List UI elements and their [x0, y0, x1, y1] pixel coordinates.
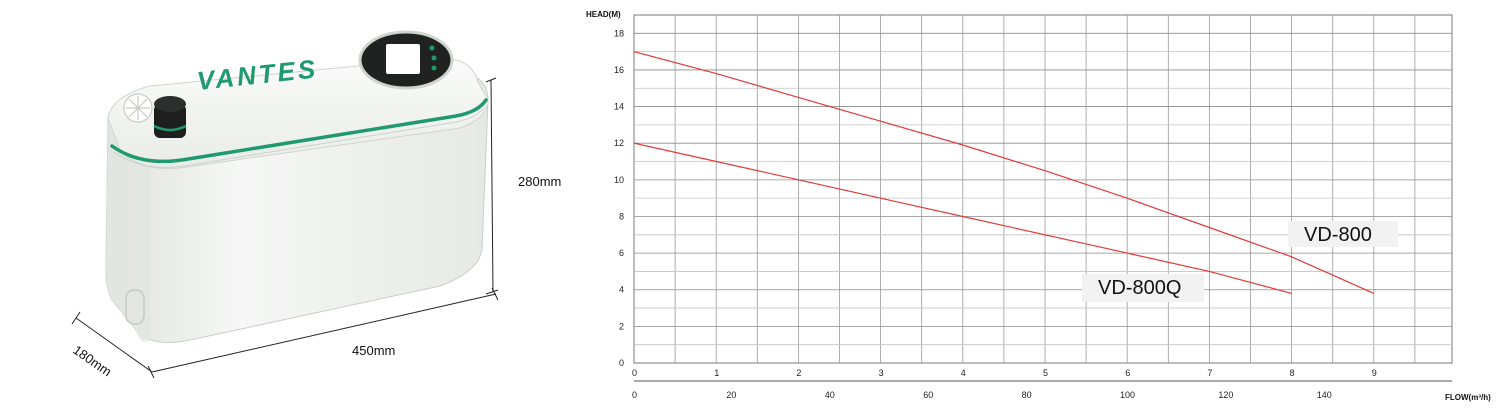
- series-label-bg-vd800q: [1082, 274, 1204, 302]
- width-label: 450mm: [352, 343, 395, 358]
- x-tick-label-top: 1: [714, 368, 719, 378]
- y-tick-label: 8: [619, 211, 624, 221]
- plot-frame: [633, 14, 1453, 364]
- inlet-port-icon: [153, 96, 187, 138]
- x-tick-label-top: 7: [1207, 368, 1212, 378]
- series-line: [633, 51, 1375, 294]
- product-illustration: VANTES 280mm 450mm 180mm: [70, 30, 561, 379]
- depth-dimension: [71, 311, 153, 373]
- series-line: [633, 142, 1292, 294]
- x-tick-label-top: 5: [1043, 368, 1048, 378]
- x-tick-label-bottom: 0: [632, 390, 637, 400]
- accent-band: [110, 98, 488, 164]
- x-tick-label-top: 4: [961, 368, 966, 378]
- x-axis-ticks-bottom: 0 20 40 60 80 100 120 140: [632, 390, 1332, 400]
- x-tick-label-top: 6: [1125, 368, 1130, 378]
- y-axis-label: HEAD(M): [586, 10, 621, 19]
- x-tick-label-top: 3: [879, 368, 884, 378]
- x-tick-label-bottom: 60: [923, 390, 933, 400]
- drain-cover: [125, 289, 145, 325]
- depth-label: 180mm: [70, 342, 114, 379]
- width-dimension: [147, 287, 499, 379]
- y-tick-label: 14: [614, 102, 624, 112]
- y-axis-ticks: 0 2 4 6 8 10 12 14 16 18: [614, 28, 624, 368]
- y-tick-label: 0: [619, 358, 624, 368]
- y-tick-label: 16: [614, 65, 624, 75]
- y-tick-label: 4: [619, 285, 624, 295]
- x-axis-label: FLOW(m³/h): [1445, 393, 1491, 402]
- x-tick-label-top: 9: [1372, 368, 1377, 378]
- height-label: 280mm: [518, 174, 561, 189]
- series-label-vd800q: VD-800Q: [1098, 277, 1181, 299]
- button-icon: [431, 65, 437, 71]
- x-tick-label-bottom: 140: [1317, 390, 1332, 400]
- y-tick-label: 6: [619, 248, 624, 258]
- control-panel: [358, 30, 454, 90]
- x-axis-ticks-top: 0 1 2 3 4 5 6 7 8 9: [632, 368, 1377, 378]
- y-tick-label: 12: [614, 138, 624, 148]
- series-label-vd800: VD-800: [1304, 224, 1372, 246]
- x-tick-label-bottom: 100: [1120, 390, 1135, 400]
- x-tick-label-bottom: 20: [726, 390, 736, 400]
- x-tick-label-bottom: 120: [1218, 390, 1233, 400]
- series-lines: [633, 51, 1375, 294]
- x-tick-label-top: 8: [1290, 368, 1295, 378]
- fan-grille-icon: [123, 93, 153, 123]
- x-tick-label-top: 0: [632, 368, 637, 378]
- y-tick-label: 2: [619, 321, 624, 331]
- grid: [634, 15, 1452, 363]
- x-tick-label-bottom: 40: [825, 390, 835, 400]
- button-icon: [429, 45, 435, 51]
- button-icon: [431, 55, 437, 61]
- display-screen: [386, 44, 420, 74]
- y-tick-label: 18: [614, 28, 624, 38]
- x-tick-label-bottom: 80: [1022, 390, 1032, 400]
- x-tick-label-top: 2: [796, 368, 801, 378]
- y-tick-label: 10: [614, 175, 624, 185]
- series-label-bg-vd800: [1288, 221, 1398, 247]
- height-dimension: [485, 77, 499, 295]
